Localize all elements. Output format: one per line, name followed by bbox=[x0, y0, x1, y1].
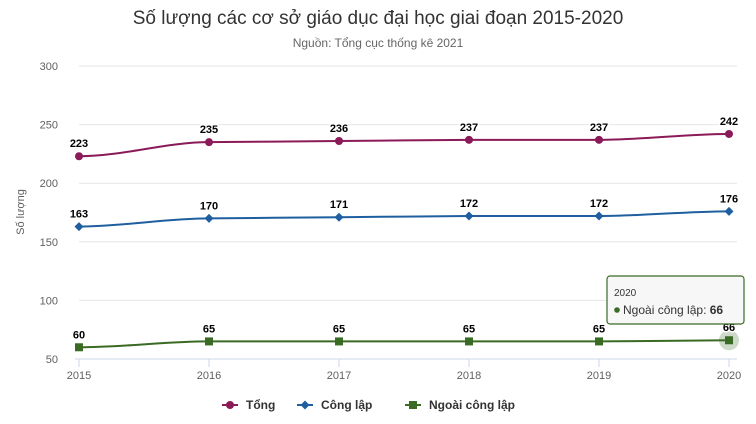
data-label: 170 bbox=[200, 200, 218, 212]
data-label: 172 bbox=[590, 198, 608, 210]
data-label: 242 bbox=[720, 116, 738, 128]
y-tick-label: 100 bbox=[40, 295, 58, 307]
series-line bbox=[78, 339, 730, 349]
tooltip-body: Ngoài công lập: 66 bbox=[623, 303, 723, 317]
data-point bbox=[75, 343, 83, 352]
data-label: 236 bbox=[330, 123, 348, 135]
tooltip-box bbox=[606, 275, 745, 325]
tooltip-category: 2020 bbox=[614, 288, 637, 299]
y-tick-label: 300 bbox=[40, 61, 58, 73]
chart-title: Số lượng các cơ sở giáo dục đại học giai… bbox=[133, 8, 624, 29]
data-label: 176 bbox=[720, 193, 738, 205]
data-point bbox=[75, 152, 83, 161]
tooltip-series-dot bbox=[614, 307, 620, 313]
x-tick-label: 2020 bbox=[717, 370, 741, 382]
tooltip-separator: : bbox=[703, 303, 710, 317]
data-label: 60 bbox=[73, 329, 85, 341]
data-point bbox=[465, 135, 473, 144]
data-labels: 223 235 236 237 237 242 163 170 171 172 172 176 60 65… bbox=[68, 114, 739, 342]
x-tick-label: 2015 bbox=[67, 370, 91, 382]
series-line bbox=[78, 132, 730, 158]
data-label: 163 bbox=[70, 209, 88, 221]
legend-marker bbox=[300, 400, 310, 410]
legend-item: Công lập bbox=[297, 398, 372, 412]
data-point bbox=[725, 336, 733, 345]
data-label: 237 bbox=[590, 122, 608, 134]
series-group bbox=[74, 129, 739, 352]
data-point bbox=[205, 138, 213, 147]
data-point bbox=[725, 129, 733, 138]
legend: Tổng Công lập Ngoài công lập bbox=[222, 398, 515, 412]
x-tick-label: 2017 bbox=[327, 370, 351, 382]
series-line bbox=[78, 210, 730, 228]
data-point bbox=[595, 337, 603, 346]
y-tick-label: 200 bbox=[40, 178, 58, 190]
y-tick-label: 150 bbox=[40, 237, 58, 249]
data-point bbox=[334, 212, 344, 222]
data-label: 65 bbox=[593, 323, 605, 335]
legend-label: Công lập bbox=[321, 398, 372, 412]
data-label: 65 bbox=[203, 323, 215, 335]
y-axis-ticks: 50 100 150 200 250 300 bbox=[40, 61, 58, 366]
data-label: 171 bbox=[330, 199, 348, 211]
data-point bbox=[335, 137, 343, 146]
legend-item: Ngoài công lập bbox=[405, 398, 515, 412]
data-label: 65 bbox=[333, 323, 345, 335]
y-axis-title: Số lượng bbox=[15, 189, 27, 235]
grid-lines bbox=[79, 65, 737, 301]
data-point bbox=[724, 206, 734, 216]
legend-label: Tổng bbox=[246, 398, 275, 412]
chart-subtitle: Nguồn: Tổng cục thống kê 2021 bbox=[293, 36, 464, 50]
tooltip: 2020 Ngoài công lập: 66 bbox=[606, 275, 745, 325]
y-tick-label: 50 bbox=[46, 354, 58, 366]
data-point bbox=[595, 135, 603, 144]
legend-marker bbox=[226, 401, 234, 409]
data-point bbox=[465, 337, 473, 346]
data-label: 172 bbox=[460, 198, 478, 210]
y-tick-label: 250 bbox=[40, 120, 58, 132]
tooltip-series-name: Ngoài công lập bbox=[623, 303, 703, 317]
data-point bbox=[594, 211, 604, 221]
tooltip-value: 66 bbox=[710, 303, 724, 317]
data-label: 65 bbox=[463, 323, 475, 335]
legend-label: Ngoài công lập bbox=[429, 398, 515, 412]
data-point bbox=[204, 213, 214, 223]
x-tick-label: 2018 bbox=[457, 370, 481, 382]
x-axis-ticks: 2015 2016 2017 2018 2019 2020 bbox=[67, 358, 741, 382]
data-label: 235 bbox=[200, 124, 218, 136]
data-label: 237 bbox=[460, 122, 478, 134]
data-point bbox=[464, 211, 474, 221]
x-tick-label: 2016 bbox=[197, 370, 221, 382]
data-point bbox=[74, 222, 84, 232]
x-tick-label: 2019 bbox=[587, 370, 611, 382]
data-point bbox=[335, 337, 343, 346]
legend-marker bbox=[409, 401, 417, 409]
legend-item: Tổng bbox=[222, 398, 275, 412]
data-label: 223 bbox=[70, 138, 88, 150]
data-point bbox=[205, 337, 213, 346]
